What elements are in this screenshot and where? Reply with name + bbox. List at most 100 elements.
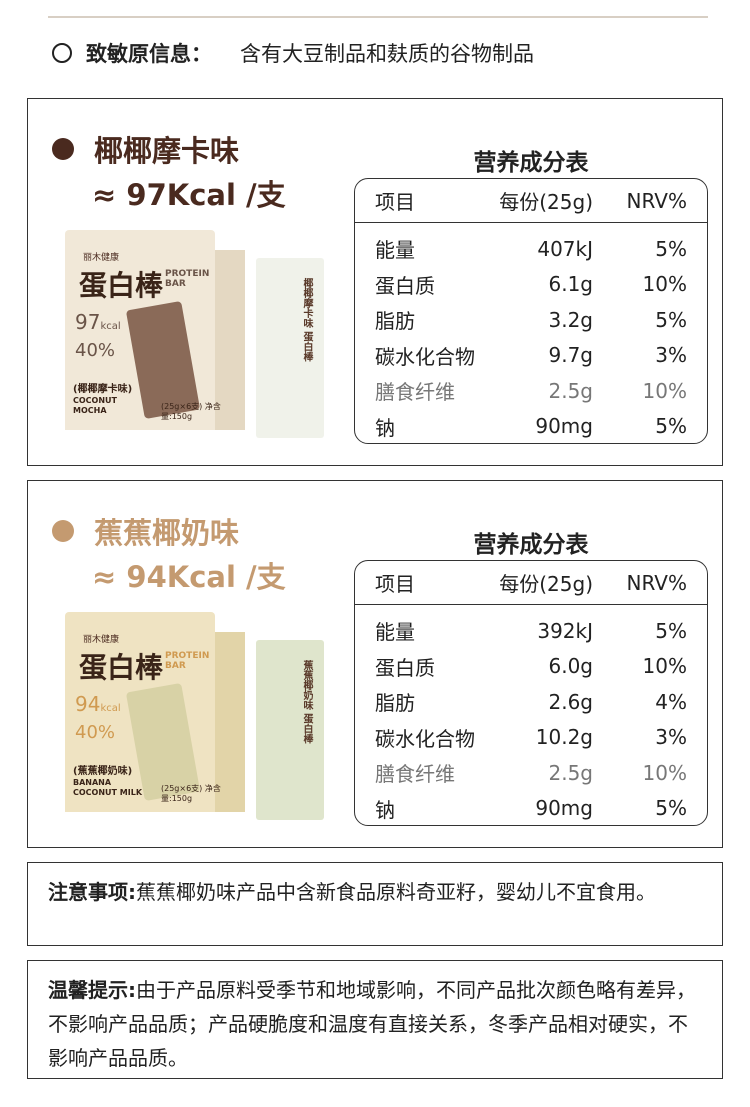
table-cell: 90mg xyxy=(535,796,593,821)
package-kcal-unit: kcal xyxy=(100,703,121,714)
brand-logo: 丽木健康 xyxy=(83,253,120,263)
table-cell: 5% xyxy=(655,236,687,261)
allergen-label: 致敏原信息： xyxy=(86,42,212,66)
table-row: 蛋白质 6.1g 10% xyxy=(355,267,707,303)
allergen-text: 含有大豆制品和麸质的谷物制品 xyxy=(240,42,534,66)
package-kcal: 94 xyxy=(75,692,101,716)
table-cell: 蛋白质 xyxy=(375,655,435,680)
nutrition-table: 项目 每份(25g) NRV% 能量 392kJ 5% 蛋白质 6.0g 10% 脂肪 2.6g 4… xyxy=(354,560,708,826)
wrapper-text: 蕉蕉椰奶味 蛋白棒 xyxy=(301,660,312,744)
nutrition-table-title: 营养成分表 xyxy=(473,150,589,176)
table-cell: 5% xyxy=(655,307,687,332)
table-row: 钠 90mg 5% xyxy=(355,791,707,827)
column-header: 每份(25g) xyxy=(499,190,593,214)
bar-wrapper-image: 椰椰摩卡味 蛋白棒 xyxy=(256,258,324,438)
column-header: NRV% xyxy=(626,570,687,595)
package-flavor: (椰椰摩卡味) xyxy=(73,384,133,395)
table-cell: 5% xyxy=(655,618,687,643)
table-row: 能量 407kJ 5% xyxy=(355,231,707,267)
table-cell: 能量 xyxy=(375,238,415,263)
table-row: 碳水化合物 10.2g 3% xyxy=(355,720,707,756)
table-cell: 能量 xyxy=(375,620,415,645)
column-header: 项目 xyxy=(375,572,415,596)
table-cell: 10% xyxy=(642,654,687,679)
product-box-image: 丽木健康 蛋白棒 PROTEIN BAR 97kcal 40% (椰椰摩卡味) … xyxy=(65,230,245,430)
column-header: 每份(25g) xyxy=(499,572,593,596)
table-cell: 90mg xyxy=(535,414,593,439)
table-header: 项目 每份(25g) NRV% xyxy=(355,561,707,605)
calories-per-bar: ≈ 97Kcal /支 xyxy=(92,178,286,212)
table-cell: 2.5g xyxy=(548,760,593,785)
nutrition-table-title: 营养成分表 xyxy=(473,532,589,558)
package-percent: 40% xyxy=(75,340,116,361)
package-name: 蛋白棒 xyxy=(79,269,164,302)
package-weight: (25g×6支) 净含量:150g xyxy=(161,784,221,803)
bullet-dot-icon xyxy=(52,520,74,542)
table-row: 膳食纤维 2.5g 10% xyxy=(355,373,707,409)
flavor-name: 椰椰摩卡味 xyxy=(94,134,240,168)
package-flavor: (蕉蕉椰奶味) xyxy=(73,766,133,777)
table-cell: 407kJ xyxy=(537,236,593,261)
package-kcal: 97 xyxy=(75,310,101,334)
bar-wrapper-image: 蕉蕉椰奶味 蛋白棒 xyxy=(256,640,324,820)
table-cell: 3% xyxy=(655,725,687,750)
top-divider xyxy=(48,16,708,18)
column-header: 项目 xyxy=(375,190,415,214)
calories-per-bar: ≈ 94Kcal /支 xyxy=(92,560,286,594)
bullet-dot-icon xyxy=(52,138,74,160)
table-header: 项目 每份(25g) NRV% xyxy=(355,179,707,223)
package-percent: 40% xyxy=(75,722,116,743)
package-kcal-unit: kcal xyxy=(100,321,121,332)
notice-box: 注意事项:蕉蕉椰奶味产品中含新食品原料奇亚籽，婴幼儿不宜食用。 xyxy=(27,862,723,946)
tip-box: 温馨提示:由于产品原料受季节和地域影响，不同产品批次颜色略有差异，不影响产品品质… xyxy=(27,960,723,1079)
table-cell: 钠 xyxy=(375,797,395,822)
table-cell: 10% xyxy=(642,378,687,403)
circle-icon xyxy=(52,43,72,63)
table-cell: 4% xyxy=(655,689,687,714)
package-subtitle: PROTEIN BAR xyxy=(165,269,210,289)
table-row: 脂肪 3.2g 5% xyxy=(355,302,707,338)
package-english: BANANA COCONUT MILK xyxy=(73,778,143,797)
table-cell: 10.2g xyxy=(535,725,593,750)
table-cell: 碳水化合物 xyxy=(375,726,475,751)
table-cell: 5% xyxy=(655,414,687,439)
table-row: 蛋白质 6.0g 10% xyxy=(355,649,707,685)
table-cell: 脂肪 xyxy=(375,309,415,334)
table-row: 膳食纤维 2.5g 10% xyxy=(355,755,707,791)
table-row: 碳水化合物 9.7g 3% xyxy=(355,338,707,374)
package-name: 蛋白棒 xyxy=(79,651,164,684)
table-cell: 脂肪 xyxy=(375,691,415,716)
notice-text: 蕉蕉椰奶味产品中含新食品原料奇亚籽，婴幼儿不宜食用。 xyxy=(136,880,656,904)
table-cell: 6.1g xyxy=(548,272,593,297)
table-row: 脂肪 2.6g 4% xyxy=(355,684,707,720)
table-cell: 膳食纤维 xyxy=(375,380,455,405)
flavor-title: 椰椰摩卡味 xyxy=(52,128,239,170)
flavor-title: 蕉蕉椰奶味 xyxy=(52,510,239,552)
package-english: COCONUT MOCHA xyxy=(73,396,117,415)
package-subtitle: PROTEIN BAR xyxy=(165,651,210,671)
table-row: 钠 90mg 5% xyxy=(355,409,707,445)
table-cell: 碳水化合物 xyxy=(375,344,475,369)
table-cell: 9.7g xyxy=(548,343,593,368)
table-cell: 3.2g xyxy=(548,307,593,332)
brand-logo: 丽木健康 xyxy=(83,635,120,645)
table-cell: 3% xyxy=(655,343,687,368)
tip-text: 由于产品原料受季节和地域影响，不同产品批次颜色略有差异，不影响产品品质；产品硬脆… xyxy=(48,978,696,1070)
table-cell: 2.6g xyxy=(548,689,593,714)
table-cell: 10% xyxy=(642,760,687,785)
column-header: NRV% xyxy=(626,188,687,213)
table-row: 能量 392kJ 5% xyxy=(355,613,707,649)
allergen-info: 致敏原信息： 含有大豆制品和麸质的谷物制品 xyxy=(52,38,534,68)
table-cell: 钠 xyxy=(375,415,395,440)
product-box-image: 丽木健康 蛋白棒 PROTEIN BAR 94kcal 40% (蕉蕉椰奶味) … xyxy=(65,612,245,812)
flavor-name: 蕉蕉椰奶味 xyxy=(94,516,240,550)
table-cell: 蛋白质 xyxy=(375,273,435,298)
table-cell: 10% xyxy=(642,272,687,297)
product-section xyxy=(27,98,723,466)
nutrition-table: 项目 每份(25g) NRV% 能量 407kJ 5% 蛋白质 6.1g 10% 脂肪 3.2g 5… xyxy=(354,178,708,444)
table-cell: 5% xyxy=(655,796,687,821)
table-cell: 6.0g xyxy=(548,654,593,679)
tip-label: 温馨提示: xyxy=(48,978,136,1002)
table-cell: 392kJ xyxy=(537,618,593,643)
wrapper-text: 椰椰摩卡味 蛋白棒 xyxy=(301,278,312,362)
